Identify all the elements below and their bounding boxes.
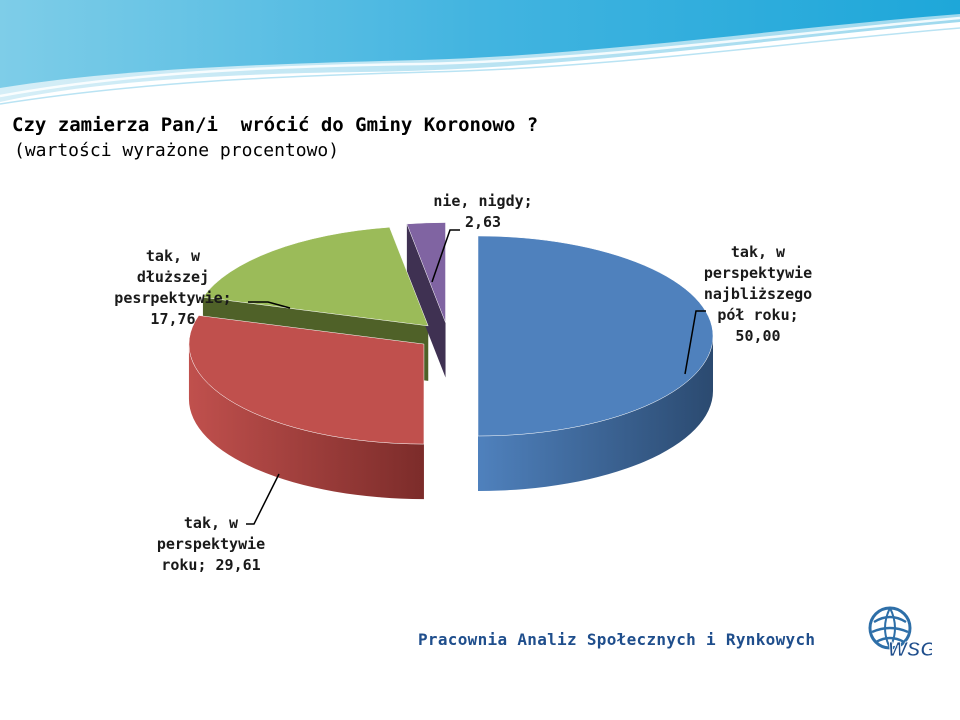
pie-chart-area: tak, w perspektywie najbliższego pół rok…: [98, 186, 868, 618]
slice-label-1: tak, w perspektywie roku; 29,61: [156, 514, 266, 574]
slice-label-3: nie, nigdy; 2,63: [433, 192, 533, 231]
slice-side-0-0: [478, 336, 713, 491]
slice-radial-wall-3-0: [406, 223, 446, 378]
slice-label-0: tak, w perspektywie najbliższego pół rok…: [703, 243, 813, 345]
leader-line-2: [248, 301, 291, 309]
pie-slice-3: [406, 222, 446, 323]
leader-line-1: [246, 473, 280, 525]
slide-subtitle: (wartości wyrażone procentowo): [14, 140, 340, 161]
slice-side-1-0: [188, 344, 424, 500]
wsg-logo: WSG: [868, 606, 932, 660]
pie-slice-0: [477, 235, 714, 437]
wsg-logo-text: WSG: [888, 639, 932, 660]
slide-title: Czy zamierza Pan/i wrócić do Gminy Koron…: [12, 114, 539, 136]
header-wave-decoration: [0, 0, 960, 105]
footer-text: Pracownia Analiz Społecznych i Rynkowych: [418, 630, 816, 649]
pie-slice-2: [202, 226, 429, 327]
leader-line-0: [684, 310, 706, 375]
slice-label-2: tak, w dłuższej pesrpektywie; 17,76: [114, 247, 232, 328]
leader-line-3: [431, 229, 460, 283]
pie-chart: [188, 222, 714, 525]
pie-slice-1: [188, 315, 425, 445]
